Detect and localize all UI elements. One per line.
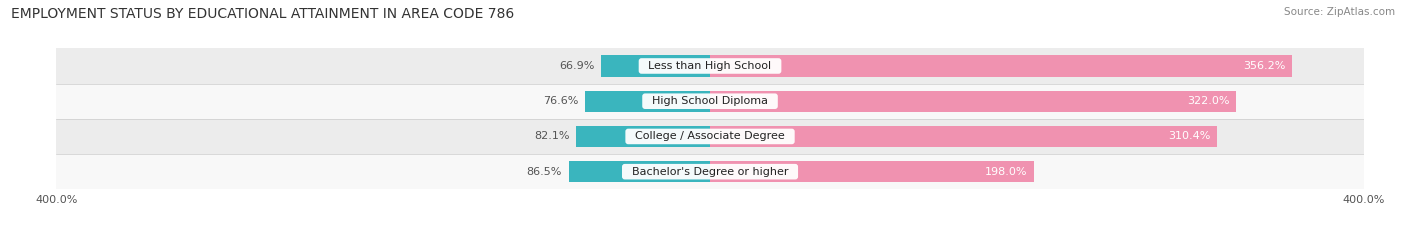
Bar [710, 55, 1292, 77]
Bar [568, 161, 710, 182]
Text: College / Associate Degree: College / Associate Degree [628, 131, 792, 141]
Bar [56, 48, 1364, 84]
Bar [710, 91, 1236, 112]
Text: 310.4%: 310.4% [1168, 131, 1211, 141]
Text: Source: ZipAtlas.com: Source: ZipAtlas.com [1284, 7, 1395, 17]
Bar [585, 91, 710, 112]
Bar [600, 55, 710, 77]
Bar [576, 126, 710, 147]
Bar [710, 161, 1033, 182]
Text: 198.0%: 198.0% [984, 167, 1028, 177]
Text: 66.9%: 66.9% [558, 61, 595, 71]
Text: 86.5%: 86.5% [527, 167, 562, 177]
Text: 82.1%: 82.1% [534, 131, 569, 141]
Text: 356.2%: 356.2% [1243, 61, 1285, 71]
Bar [56, 84, 1364, 119]
Text: Less than High School: Less than High School [641, 61, 779, 71]
Text: EMPLOYMENT STATUS BY EDUCATIONAL ATTAINMENT IN AREA CODE 786: EMPLOYMENT STATUS BY EDUCATIONAL ATTAINM… [11, 7, 515, 21]
Text: Bachelor's Degree or higher: Bachelor's Degree or higher [624, 167, 796, 177]
Bar [56, 119, 1364, 154]
Text: 322.0%: 322.0% [1187, 96, 1230, 106]
Bar [710, 126, 1218, 147]
Bar [56, 154, 1364, 189]
Text: High School Diploma: High School Diploma [645, 96, 775, 106]
Text: 76.6%: 76.6% [543, 96, 578, 106]
